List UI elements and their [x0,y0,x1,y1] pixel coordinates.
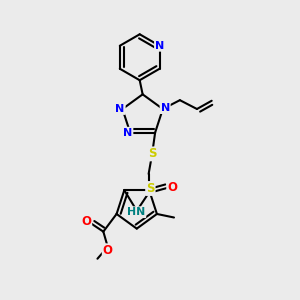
Text: O: O [103,244,113,257]
Text: N: N [116,104,125,114]
Text: HN: HN [127,207,146,217]
Text: O: O [81,215,91,228]
Text: S: S [148,147,156,161]
Text: O: O [167,181,177,194]
Text: N: N [123,128,132,138]
Text: N: N [160,103,170,113]
Text: S: S [146,182,154,195]
Text: N: N [155,41,164,51]
